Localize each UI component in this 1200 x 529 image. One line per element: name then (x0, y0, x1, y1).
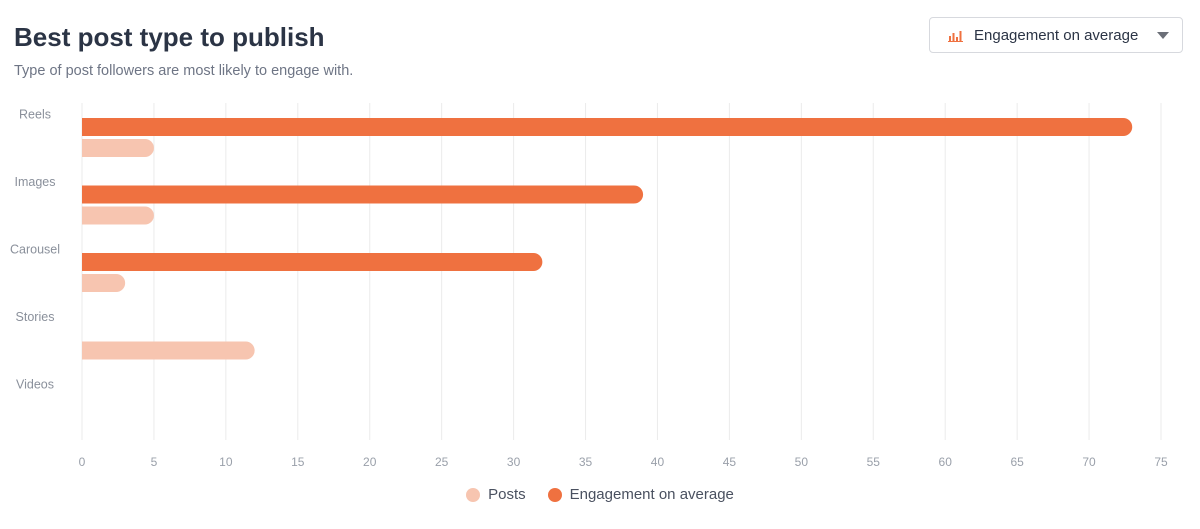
legend-label-engagement: Engagement on average (569, 486, 734, 503)
bar-engagement-reels[interactable] (82, 118, 1133, 136)
bar-engagement-images[interactable] (82, 185, 644, 204)
x-tick-label: 55 (867, 455, 881, 469)
legend-swatch-engagement (547, 487, 562, 502)
bar-posts-carousel[interactable] (82, 274, 126, 292)
legend-item-posts[interactable]: Posts (466, 486, 526, 503)
x-tick-label: 10 (219, 455, 233, 469)
x-tick-label: 50 (795, 455, 809, 469)
x-tick-label: 15 (291, 455, 305, 469)
x-tick-label: 35 (579, 455, 593, 469)
chevron-down-icon[interactable] (1157, 32, 1169, 39)
x-tick-label: 0 (79, 455, 86, 469)
chart-title: Best post type to publish (14, 22, 325, 52)
chart-subtitle: Type of post followers are most likely t… (14, 63, 354, 79)
metric-dropdown-label: Engagement on average (974, 26, 1139, 44)
x-tick-label: 20 (363, 455, 377, 469)
x-tick-label: 25 (435, 455, 449, 469)
bar-engagement-carousel[interactable] (82, 253, 543, 271)
x-tick-label: 65 (1010, 455, 1024, 469)
legend-item-engagement[interactable]: Engagement on average (547, 486, 734, 503)
x-tick-label: 70 (1082, 455, 1096, 469)
category-label: Reels (19, 108, 51, 122)
legend-swatch-posts (466, 487, 481, 502)
bar-posts-images[interactable] (82, 206, 154, 225)
x-tick-label: 45 (723, 455, 737, 469)
bar-posts-stories[interactable] (82, 341, 255, 360)
chart-legend: Posts Engagement on average (0, 486, 1200, 503)
x-tick-label: 5 (151, 455, 158, 469)
bar-chart-icon (948, 28, 964, 42)
category-label: Carousel (10, 243, 60, 257)
bar-posts-reels[interactable] (82, 139, 154, 157)
category-label: Stories (16, 310, 55, 324)
category-label: Videos (16, 378, 54, 392)
x-tick-label: 40 (651, 455, 665, 469)
x-tick-label: 30 (507, 455, 521, 469)
category-label: Images (15, 175, 56, 189)
legend-label-posts: Posts (488, 486, 526, 503)
bar-chart: 0 5 10 15 20 25 30 35 40 45 50 55 60 65 70 75 Reels Image… (10, 103, 1168, 469)
x-tick-label: 60 (939, 455, 953, 469)
x-tick-label: 75 (1154, 455, 1168, 469)
metric-dropdown[interactable]: Engagement on average (929, 17, 1183, 53)
